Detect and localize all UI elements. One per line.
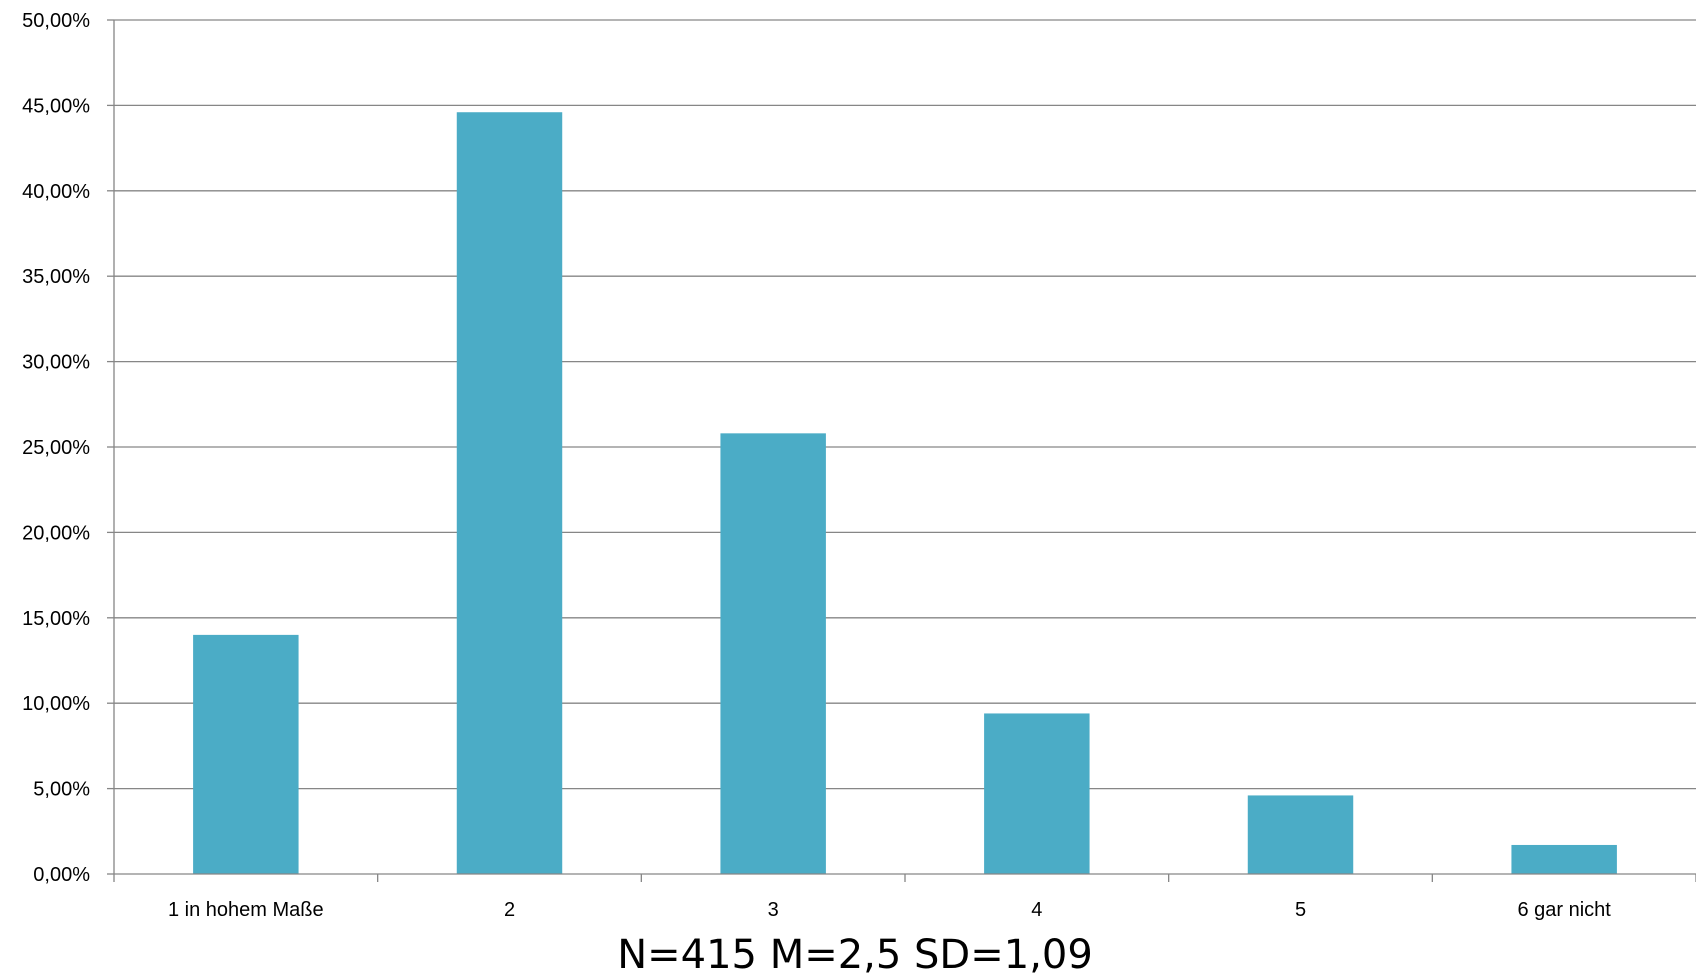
- y-tick-label: 15,00%: [22, 608, 90, 630]
- x-axis-label: N=415 M=2,5 SD=1,09: [617, 932, 1093, 976]
- y-tick-label: 25,00%: [22, 437, 90, 459]
- bar: [456, 112, 563, 875]
- y-tick-label: 45,00%: [22, 95, 90, 117]
- bar-series: [193, 112, 1617, 875]
- x-tick-label: 2: [504, 899, 515, 921]
- y-tick-label: 20,00%: [22, 522, 90, 544]
- y-axis-tick-labels: 0,00% 5,00% 10,00% 15,00% 20,00% 25,00% 30,00%…: [22, 10, 90, 886]
- axes: [113, 20, 1696, 882]
- x-tick-label: 4: [1031, 899, 1042, 921]
- y-tick-label: 0,00%: [33, 864, 90, 886]
- bar: [1511, 844, 1617, 874]
- y-tick-label: 10,00%: [22, 693, 90, 715]
- x-tick-label: 6 gar nicht: [1517, 899, 1611, 921]
- x-tick-label: 3: [768, 899, 779, 921]
- bar: [984, 713, 1090, 874]
- grid-lines: [107, 19, 1696, 875]
- bar: [1247, 795, 1354, 874]
- x-tick-label: 1 in hohem Maße: [168, 899, 324, 921]
- y-tick-label: 30,00%: [22, 352, 90, 374]
- y-tick-label: 5,00%: [33, 779, 90, 801]
- x-axis-tick-labels: 1 in hohem Maße 2 3 4 5 6 gar nicht: [168, 899, 1611, 921]
- y-tick-label: 50,00%: [22, 10, 90, 32]
- bar: [720, 433, 826, 874]
- x-tick-label: 5: [1295, 899, 1306, 921]
- y-tick-label: 40,00%: [22, 181, 90, 203]
- bar: [193, 634, 299, 874]
- y-tick-label: 35,00%: [22, 266, 90, 288]
